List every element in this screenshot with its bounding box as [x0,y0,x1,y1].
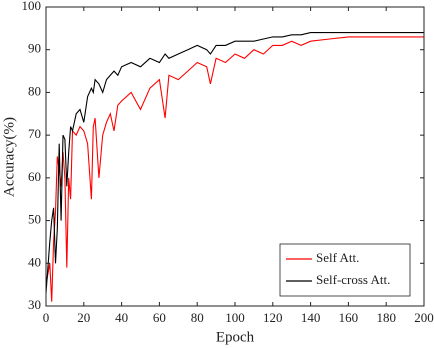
x-tick-label: 160 [339,310,359,325]
x-tick-label: 120 [263,310,283,325]
y-tick-label: 60 [28,169,41,184]
x-tick-label: 140 [301,310,321,325]
data-line [45,32,424,294]
x-axis-title: Epoch [216,329,255,345]
y-tick-label: 30 [28,297,41,312]
y-tick-label: 40 [28,254,41,269]
y-tick-label: 100 [22,0,42,13]
x-tick-label: 40 [115,310,128,325]
data-line [45,36,424,302]
y-tick-label: 50 [28,212,41,227]
x-tick-label: 60 [153,310,166,325]
legend-box [279,243,411,297]
y-axis-title: Accuracy(%) [1,117,17,197]
x-tick-label: 80 [191,310,204,325]
legend-label: Self Att. [316,250,359,265]
x-tick-label: 100 [225,310,245,325]
x-tick-label: 200 [414,310,434,325]
y-tick-label: 90 [28,41,41,56]
x-tick-label: 20 [77,310,90,325]
x-tick-label: 180 [376,310,396,325]
y-tick-label: 70 [28,126,41,141]
x-tick-label: 0 [43,310,50,325]
y-tick-label: 80 [28,83,41,98]
legend-label: Self-cross Att. [316,272,390,287]
